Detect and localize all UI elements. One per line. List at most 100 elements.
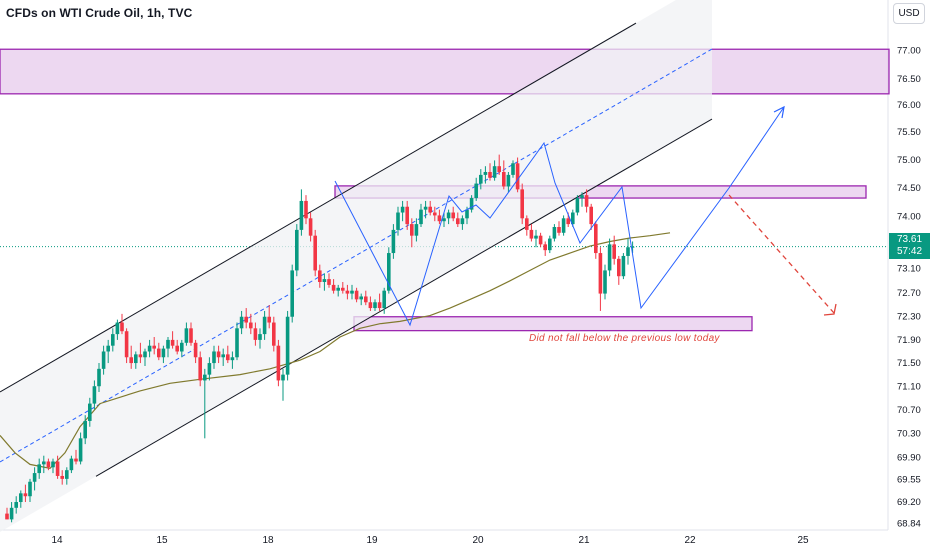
candle xyxy=(5,507,9,520)
candle xyxy=(295,224,299,277)
candle-body xyxy=(331,284,336,291)
candle xyxy=(373,299,377,311)
candle xyxy=(51,458,55,474)
candle xyxy=(561,215,566,236)
candle-body xyxy=(267,316,271,323)
time-tick-label: 15 xyxy=(156,535,168,546)
candle-body xyxy=(166,339,170,349)
candle xyxy=(258,328,262,349)
candle-body xyxy=(111,334,115,346)
candle-body xyxy=(414,224,419,236)
candle-body xyxy=(534,235,538,239)
candle-body xyxy=(281,374,285,381)
candle-body xyxy=(262,316,267,335)
candle xyxy=(621,253,626,280)
candle-body xyxy=(120,322,124,332)
bearish-projection-line xyxy=(728,194,835,314)
candle-body xyxy=(129,357,133,364)
candle-body xyxy=(124,331,129,358)
candle xyxy=(226,345,230,364)
candle xyxy=(138,342,143,364)
candle xyxy=(124,328,129,364)
candle xyxy=(515,157,520,193)
price-tick-label: 71.50 xyxy=(897,358,921,369)
candle-body xyxy=(147,345,152,352)
candle-body xyxy=(230,357,235,361)
candle-body xyxy=(313,235,317,271)
candle-body xyxy=(184,328,189,343)
candle-body xyxy=(442,218,446,222)
candle xyxy=(433,206,437,222)
price-tick-label: 71.10 xyxy=(897,382,921,393)
candle-body xyxy=(60,475,64,479)
candle-body xyxy=(341,287,345,291)
candle xyxy=(46,458,51,471)
current-price-value: 73.61 xyxy=(896,234,923,245)
candle xyxy=(272,316,276,352)
candle xyxy=(23,484,28,503)
candle-body xyxy=(382,290,386,309)
candle xyxy=(198,351,202,387)
candle xyxy=(428,200,432,216)
candle-body xyxy=(364,296,368,303)
candle-body xyxy=(272,322,276,346)
price-tick-label: 76.00 xyxy=(897,100,921,111)
candle-body xyxy=(506,174,511,187)
candle-body xyxy=(175,345,179,352)
candle xyxy=(612,235,616,265)
candle-body xyxy=(423,206,428,210)
candle xyxy=(101,345,106,375)
candle xyxy=(382,287,386,314)
candle-body xyxy=(433,212,437,216)
candle-body xyxy=(502,171,506,187)
candle xyxy=(405,200,409,230)
candle xyxy=(437,209,442,225)
candle xyxy=(189,322,193,346)
candle xyxy=(548,235,552,254)
candle-body xyxy=(561,218,566,233)
candle xyxy=(364,290,368,306)
candle xyxy=(377,293,382,311)
channel-upper-line xyxy=(0,22,637,393)
candle xyxy=(557,221,561,236)
candle xyxy=(327,273,331,288)
candle-body xyxy=(336,287,340,291)
candle-body xyxy=(575,198,580,213)
time-tick-label: 21 xyxy=(578,535,590,546)
price-tick-label: 72.70 xyxy=(897,288,921,299)
candle-body xyxy=(626,247,630,256)
candle xyxy=(630,241,635,254)
currency-button[interactable]: USD xyxy=(893,3,925,24)
price-tick-label: 71.90 xyxy=(897,335,921,346)
candle xyxy=(469,195,474,213)
candle-body xyxy=(598,253,603,294)
candle-body xyxy=(157,348,161,358)
candle xyxy=(262,310,267,340)
candle-body xyxy=(207,363,212,375)
price-tick-label: 70.30 xyxy=(897,428,921,439)
candle xyxy=(571,209,575,227)
candle xyxy=(69,455,74,474)
candle xyxy=(166,337,170,358)
candle xyxy=(419,203,423,227)
candle-body xyxy=(170,339,175,346)
candle-body xyxy=(253,328,258,340)
candle-body xyxy=(69,458,74,471)
candle-body xyxy=(180,342,184,352)
candle-body xyxy=(345,290,350,294)
candle-body xyxy=(552,226,557,239)
candle xyxy=(207,357,212,381)
candle xyxy=(474,177,478,201)
candle-body xyxy=(74,458,78,462)
candle-body xyxy=(497,166,501,172)
candle-body xyxy=(492,166,497,178)
candle xyxy=(9,502,14,523)
candle xyxy=(78,432,83,465)
candle-body xyxy=(584,195,589,207)
candle-body xyxy=(515,163,520,190)
price-tick-label: 75.50 xyxy=(897,127,921,138)
candle-body xyxy=(630,246,635,248)
candle xyxy=(502,160,506,190)
